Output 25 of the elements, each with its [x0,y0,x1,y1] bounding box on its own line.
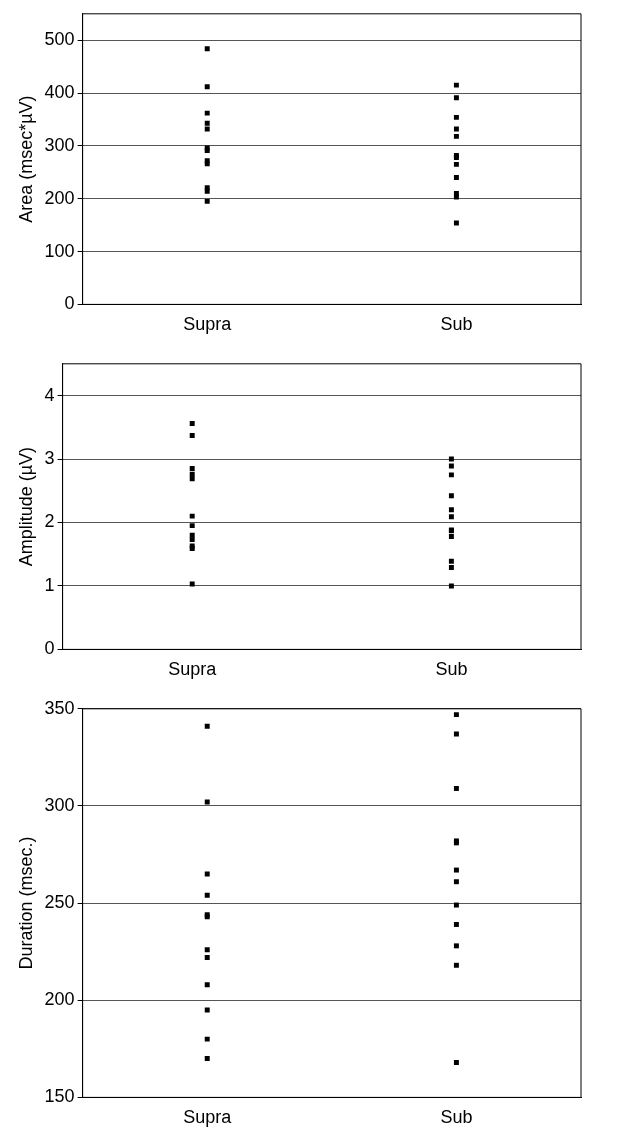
y-tick-label: 500 [44,29,75,50]
y-tick-label: 100 [44,240,75,261]
x-tick-label: Supra [168,659,218,680]
y-tick-label: 150 [44,1086,75,1107]
x-tick-label: Sub [440,1107,473,1128]
y-axis-title: Duration (msec.) [15,836,36,970]
y-tick-label: 350 [44,697,75,718]
y-tick-label: 4 [44,384,55,405]
y-axis-title: Area (msec*µV) [15,95,36,223]
y-tick-label: 0 [44,638,55,659]
x-tick-label: Sub [435,659,468,680]
x-tick-label: Supra [183,1107,233,1128]
y-tick-label: 0 [64,293,75,314]
y-tick-label: 200 [44,187,75,208]
x-tick-label: Sub [440,314,473,335]
y-tick-label: 400 [44,82,75,103]
y-tick-label: 3 [44,447,55,468]
y-tick-label: 2 [44,511,55,532]
y-tick-label: 300 [44,794,75,815]
y-tick-label: 200 [44,989,75,1010]
y-tick-label: 250 [44,892,75,913]
y-tick-label: 300 [44,134,75,155]
y-axis-title: Amplitude (µV) [15,446,36,567]
x-tick-label: Supra [183,314,233,335]
y-tick-label: 1 [44,574,55,595]
